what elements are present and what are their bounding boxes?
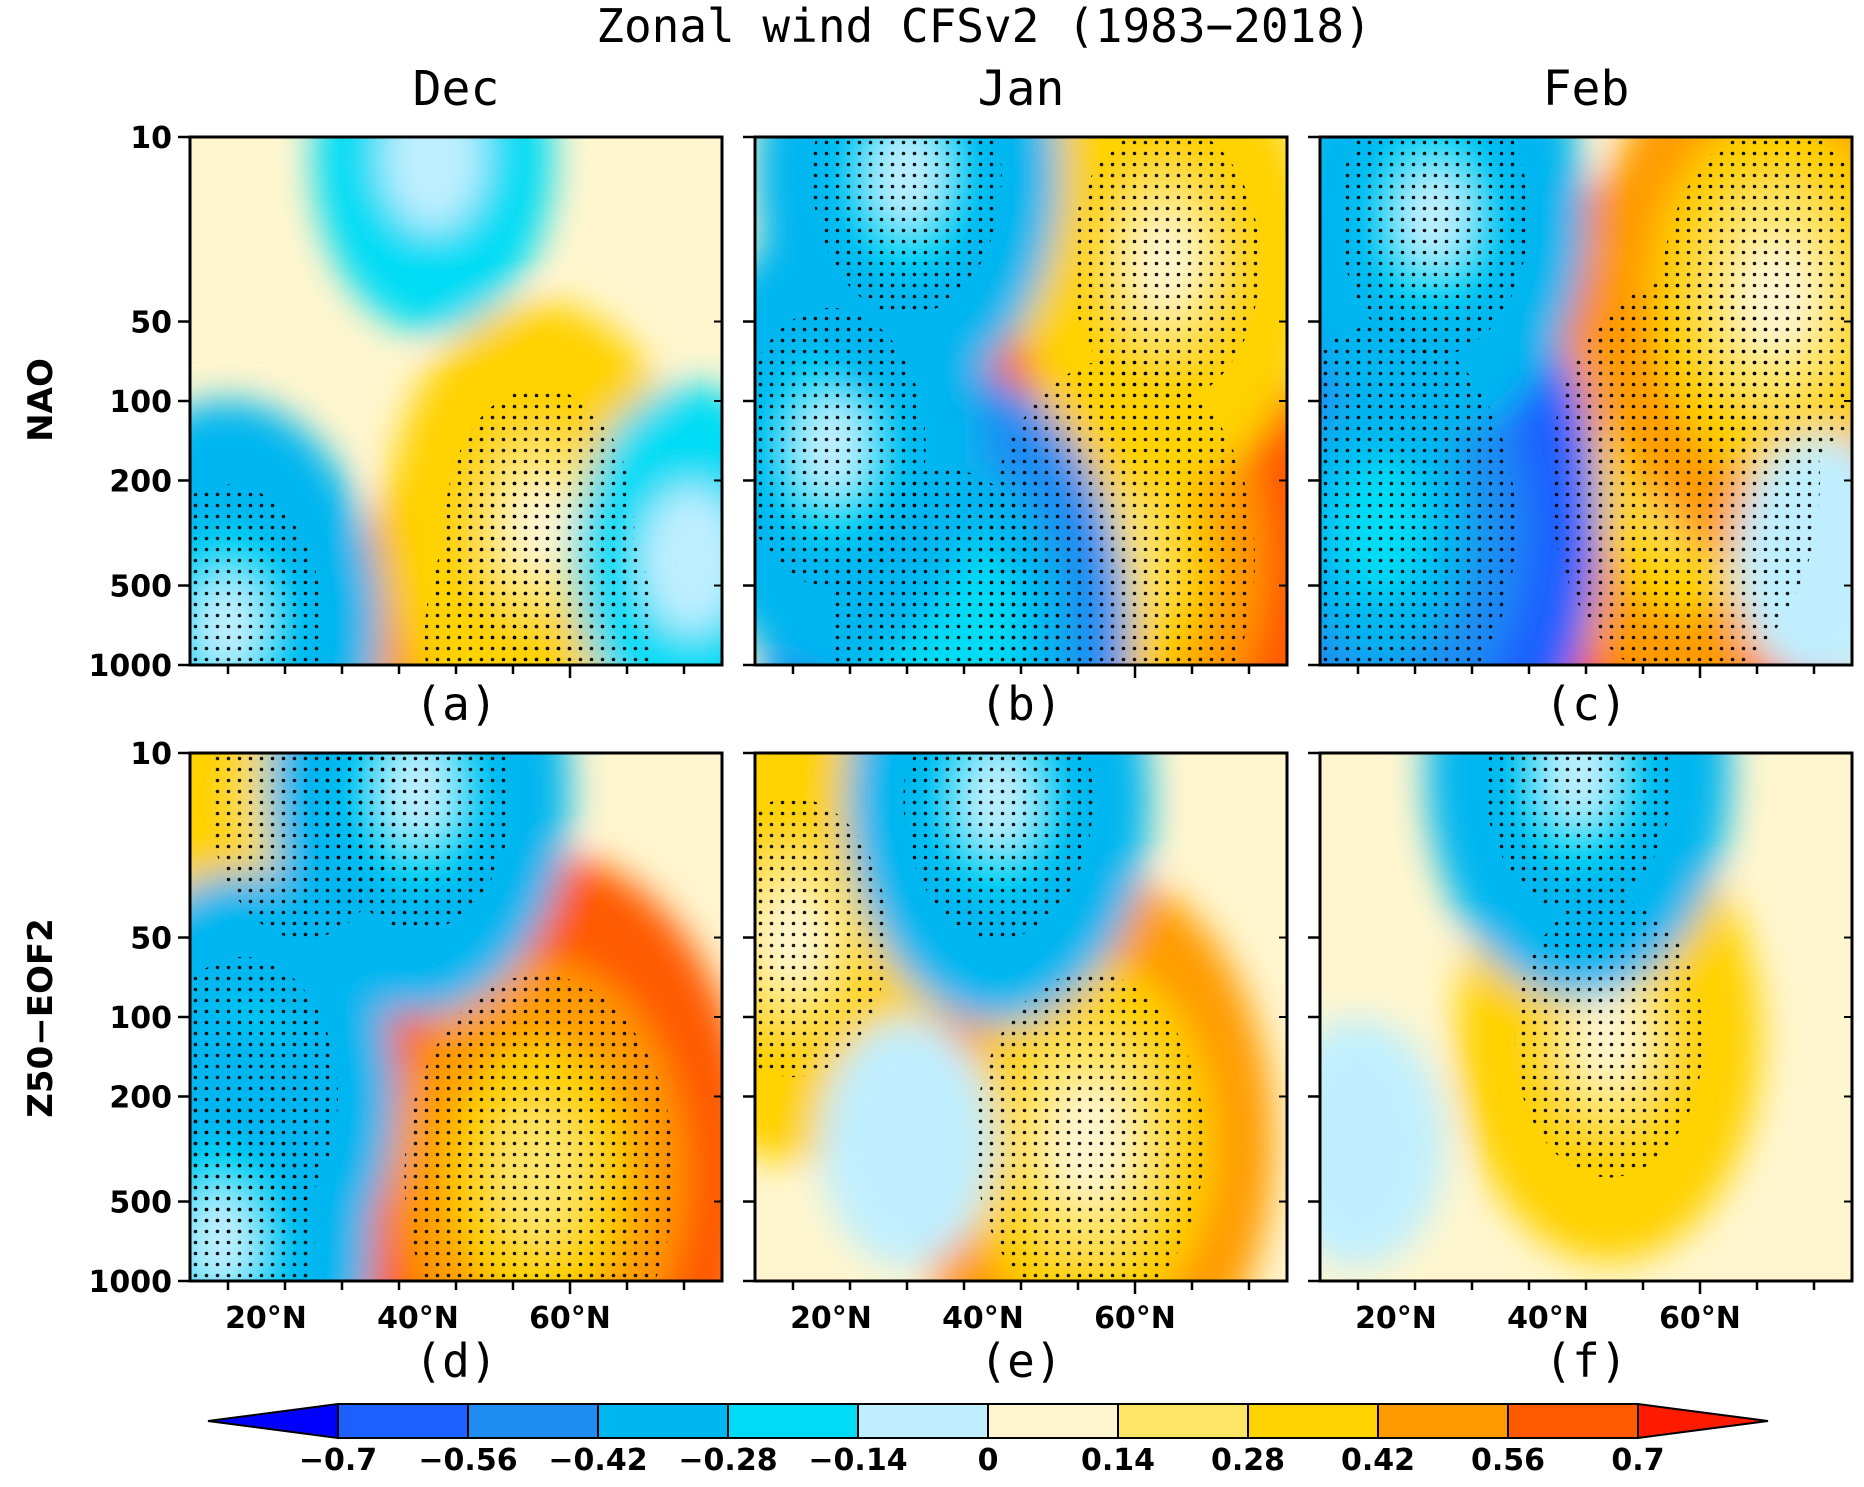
column-title-jan: Jan — [978, 61, 1065, 117]
colorbar-segment — [1377, 1403, 1509, 1439]
y-tick-label: 200 — [109, 1080, 172, 1115]
panel-e: 20°N 40°N 60°N (e) — [743, 751, 1289, 1388]
panel-label-f: (f) — [1544, 1334, 1627, 1388]
significance-stipple-a-1 — [444, 387, 635, 665]
y-tick-label: 500 — [109, 1186, 172, 1221]
significance-stipple-d-2 — [323, 753, 513, 932]
column-title-feb: Feb — [1543, 61, 1630, 117]
x-tick-label: 40°N — [1507, 1301, 1589, 1336]
y-tick-label: 200 — [109, 464, 172, 499]
colorbar-segment — [987, 1403, 1119, 1439]
colorbar-segment — [467, 1403, 599, 1439]
significance-stipple-b-4 — [812, 137, 1002, 316]
significance-stipple-b-1 — [1070, 137, 1261, 403]
significance-stipple-f-1 — [1483, 753, 1674, 914]
panel-c: (c) — [1308, 135, 1854, 731]
colorbar-tick-label: −0.14 — [808, 1443, 907, 1478]
significance-stipple-b-3 — [755, 307, 926, 588]
row-label-z50-eof2: Z50−EOF2 — [21, 918, 61, 1117]
contour-e-3-3 — [888, 1115, 926, 1170]
column-title-dec: Dec — [413, 61, 500, 117]
y-tick-label: 10 — [130, 121, 172, 156]
significance-stipple-d-4 — [190, 1100, 316, 1281]
panel-f-field — [1320, 753, 1852, 1281]
y-tick-label: 1000 — [89, 649, 173, 684]
colorbar-high-arrow — [1637, 1402, 1769, 1440]
colorbar-tick-label: 0.28 — [1211, 1443, 1285, 1478]
x-tick-label: 20°N — [225, 1301, 307, 1336]
colorbar-tick-label: 0.14 — [1081, 1443, 1155, 1478]
contour-f-2-3 — [1339, 1115, 1377, 1170]
x-tick-label: 40°N — [942, 1301, 1024, 1336]
colorbar-tick-label: −0.56 — [418, 1443, 517, 1478]
panel-label-a: (a) — [414, 677, 497, 731]
colorbar-tick-label: −0.7 — [299, 1443, 377, 1478]
colorbar-tick-label: 0.42 — [1341, 1443, 1415, 1478]
panel-a: 10 50 100 200 500 1000 (a) — [89, 121, 724, 731]
colorbar-tick-label: 0 — [978, 1443, 999, 1478]
panel-label-c: (c) — [1544, 677, 1627, 731]
panel-d: 10 50 100 200 500 1000 20°N 40°N 60°N (d) — [89, 737, 724, 1388]
colorbar-segment — [857, 1403, 989, 1439]
significance-stipple-c-2 — [1320, 325, 1516, 665]
y-tick-label: 50 — [130, 306, 172, 341]
y-tick-label: 10 — [130, 737, 172, 772]
panel-label-d: (d) — [414, 1334, 497, 1388]
colorbar-segment — [597, 1403, 729, 1439]
x-tick-label: 60°N — [1094, 1301, 1176, 1336]
x-tick-label: 60°N — [529, 1301, 611, 1336]
colorbar-segment — [1247, 1403, 1379, 1439]
y-tick-label: 500 — [109, 570, 172, 605]
significance-stipple-e-2 — [903, 753, 1093, 940]
panel-d-field — [190, 753, 722, 1281]
colorbar-tick-label: −0.28 — [678, 1443, 777, 1478]
significance-stipple-f-0 — [1514, 898, 1704, 1178]
row-label-nao: NAO — [21, 358, 61, 442]
colorbar-segment — [337, 1403, 469, 1439]
colorbar-segment — [1117, 1403, 1249, 1439]
colorbar-segment — [1507, 1403, 1639, 1439]
significance-stipple-a-2 — [190, 484, 323, 665]
contour-a-3-3 — [665, 522, 718, 598]
panel-b-field — [755, 137, 1287, 665]
significance-stipple-c-1 — [1661, 137, 1852, 467]
significance-stipple-c-3 — [1339, 137, 1529, 356]
contour-a-4-3 — [407, 137, 460, 196]
colorbar-low-arrow — [207, 1402, 339, 1440]
y-tick-label: 100 — [109, 385, 172, 420]
panel-f: 20°N 40°N 60°N (f) — [1308, 751, 1854, 1388]
x-tick-label: 60°N — [1659, 1301, 1741, 1336]
colorbar: −0.7 −0.56 −0.42 −0.28 −0.14 0 0.14 0.28 0.42 0.5… — [207, 1402, 1769, 1478]
colorbar-tick-label: 0.7 — [1611, 1443, 1664, 1478]
x-tick-label: 20°N — [1355, 1301, 1437, 1336]
colorbar-tick-label: 0.56 — [1471, 1443, 1545, 1478]
panel-label-b: (b) — [979, 677, 1062, 731]
significance-stipple-d-0 — [404, 974, 675, 1281]
chart-title: Zonal wind CFSv2 (1983−2018) — [596, 0, 1371, 53]
panel-label-e: (e) — [979, 1334, 1062, 1388]
colorbar-segment — [727, 1403, 859, 1439]
significance-stipple-e-1 — [755, 798, 888, 1078]
panel-c-field — [1320, 137, 1852, 665]
x-tick-label: 20°N — [790, 1301, 872, 1336]
significance-stipple-e-0 — [974, 972, 1205, 1281]
y-tick-label: 1000 — [89, 1265, 173, 1300]
panel-e-field — [755, 753, 1287, 1281]
panel-b: (b) — [743, 135, 1289, 731]
y-tick-label: 100 — [109, 1001, 172, 1036]
x-tick-label: 40°N — [377, 1301, 459, 1336]
colorbar-tick-label: −0.42 — [548, 1443, 647, 1478]
y-tick-label: 50 — [130, 922, 172, 957]
panel-a-field — [190, 137, 722, 665]
